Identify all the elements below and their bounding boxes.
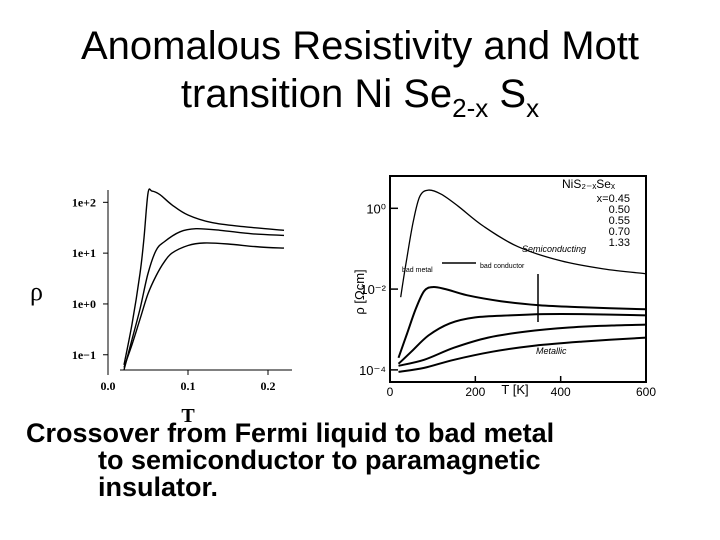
right-xlabel: T [K] xyxy=(501,382,528,397)
right-y-tick-label: 10⁰ xyxy=(366,201,386,216)
right-x-tick-label: 600 xyxy=(636,385,656,399)
title-mid: S xyxy=(488,72,527,116)
right-legend-entry: 0.70 xyxy=(609,226,630,238)
right-axis-ticks xyxy=(389,207,647,382)
right-series xyxy=(397,189,647,373)
title-prefix: transition Ni Se xyxy=(180,72,453,116)
left-x-tick-label: 0.2 xyxy=(261,379,276,393)
caption-line-2: to semiconductor to paramagnetic xyxy=(98,445,541,475)
right-x-tick-label: 400 xyxy=(551,385,571,399)
left-y-tick-label: 1e+2 xyxy=(72,195,96,209)
annotation-bad-conductor: bad conductor xyxy=(480,263,525,270)
left-y-tick-label: 1e+1 xyxy=(72,246,96,260)
left-series-line-3 xyxy=(123,242,285,368)
annotation-metallic: Metallic xyxy=(536,346,567,356)
caption: Crossover from Fermi liquid to bad metal… xyxy=(26,420,706,501)
left-chart: 1e−1 1e+0 1e+1 1e+2 0.0 0.1 0.2 ρ T xyxy=(30,188,292,425)
right-ylabel: ρ [Ωcm] xyxy=(352,269,367,314)
right-series-line-5 xyxy=(398,336,647,373)
right-series-line-4 xyxy=(398,323,647,367)
right-plot-frame xyxy=(389,175,647,383)
left-x-tick-label: 0.0 xyxy=(101,379,116,393)
left-x-tick-label: 0.1 xyxy=(181,379,196,393)
title-line-2: transition Ni Se2-x Sx xyxy=(0,70,720,121)
right-x-tick-label: 200 xyxy=(465,385,485,399)
title-subscript-2: x xyxy=(526,93,540,123)
title-subscript-1: 2-x xyxy=(452,93,489,123)
left-series xyxy=(123,188,285,371)
left-axis-labels: 1e−1 1e+0 1e+1 1e+2 0.0 0.1 0.2 xyxy=(72,195,276,393)
left-ylabel: ρ xyxy=(30,277,43,306)
right-legend-entry: 0.55 xyxy=(609,215,630,227)
right-chart: 10⁰ 10⁻² 10⁻⁴0 200 400 600 ρ [Ωcm] T [K] NiS₂… xyxy=(352,175,656,399)
right-y-tick-label: 10⁻⁴ xyxy=(359,363,386,378)
left-y-tick-label: 1e+0 xyxy=(72,297,96,311)
right-series-line-3 xyxy=(397,312,647,365)
title-line-1: Anomalous Resistivity and Mott xyxy=(80,24,639,68)
left-series-line-2 xyxy=(123,227,285,371)
right-y-tick-label: 10⁻² xyxy=(360,282,386,297)
right-legend: x=0.450.500.550.701.33 xyxy=(597,193,630,249)
right-legend-title: NiS₂₋ₓSeₓ xyxy=(562,177,615,191)
left-axis-ticks xyxy=(103,190,292,375)
left-series-line-1 xyxy=(123,188,285,366)
annotation-semiconducting: Semiconducting xyxy=(522,244,586,254)
right-legend-entry: 0.50 xyxy=(609,204,630,216)
annotation-bad-metal: bad metal xyxy=(402,267,433,274)
left-y-tick-label: 1e−1 xyxy=(72,348,96,362)
left-xlabel: T xyxy=(181,405,195,425)
caption-line-1: Crossover from Fermi liquid to bad metal xyxy=(26,418,555,448)
right-series-line-2 xyxy=(397,286,647,359)
right-axis-labels: 10⁰ 10⁻² 10⁻⁴0 200 400 600 xyxy=(359,201,656,399)
caption-line-3: insulator. xyxy=(98,472,219,502)
right-legend-entry: x=0.45 xyxy=(597,193,630,205)
slide-title: Anomalous Resistivity and Mott transitio… xyxy=(0,22,720,121)
right-legend-entry: 1.33 xyxy=(609,237,630,249)
right-x-tick-label: 0 xyxy=(387,385,394,399)
right-series-line-1 xyxy=(400,189,647,298)
